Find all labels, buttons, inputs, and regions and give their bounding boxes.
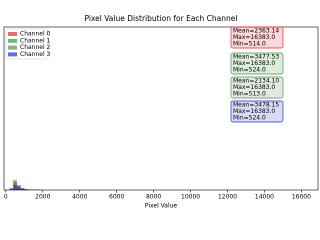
chart-title: Pixel Value Distribution for Each Channe… <box>85 14 238 23</box>
x-tick-label: 16000 <box>292 194 311 201</box>
x-tick-label: 8000 <box>146 194 161 201</box>
x-axis-label: Pixel Value <box>145 203 178 210</box>
plot-frame <box>3 26 319 191</box>
legend-swatch <box>8 38 17 43</box>
stats-text: Min=513.0 <box>233 91 266 98</box>
stats-text: Mean=3477.53 <box>233 54 279 61</box>
stats-frame <box>230 76 284 99</box>
x-tick-label: 2000 <box>35 194 50 201</box>
histogram-bar <box>24 189 29 190</box>
stats-text: Mean=2134.10 <box>233 78 279 85</box>
stats-text: Mean=2363.14 <box>233 28 279 35</box>
legend-swatch <box>8 32 17 36</box>
stats-frame <box>230 100 284 123</box>
stats-text: Max=16383.0 <box>233 84 275 91</box>
x-tick-label: 4000 <box>72 194 87 201</box>
stats-text: Max=16383.0 <box>233 60 275 67</box>
legend-label: Channel 0 <box>20 31 51 38</box>
legend-swatch <box>8 45 17 50</box>
page: {"chart_data": {"type": "histogram", "ti… <box>3 14 319 210</box>
stats-text: Min=524.0 <box>233 115 266 122</box>
stats-text: Max=16383.0 <box>233 108 275 115</box>
stats-text: Min=524.0 <box>233 67 266 74</box>
histogram-bar <box>20 188 25 190</box>
histogram-bar <box>13 185 17 190</box>
histogram-bar <box>16 186 21 190</box>
legend-frame <box>5 28 49 60</box>
legend-label: Channel 3 <box>20 51 51 58</box>
x-tick-label: 12000 <box>218 194 237 201</box>
x-tick-label: 14000 <box>255 194 274 201</box>
x-tick-label: 0 <box>4 194 8 201</box>
chart: Pixel Value Distribution for Each Channe… <box>3 14 319 210</box>
stats-text: Min=514.0 <box>233 41 266 48</box>
legend-label: Channel 2 <box>20 44 51 51</box>
x-tick-label: 10000 <box>181 194 200 201</box>
histogram-bar <box>9 189 14 190</box>
legend-swatch <box>8 52 17 57</box>
stats-frame <box>230 52 284 75</box>
stats-frame <box>230 26 284 49</box>
stats-text: Mean=3478.15 <box>233 102 279 109</box>
x-tick-label: 6000 <box>109 194 124 201</box>
legend-label: Channel 1 <box>20 37 51 44</box>
stats-text: Max=16383.0 <box>233 34 275 41</box>
